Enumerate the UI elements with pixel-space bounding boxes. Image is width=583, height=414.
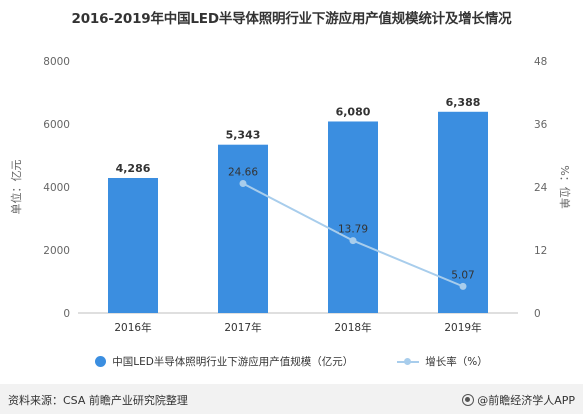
growth-point <box>239 180 247 188</box>
y-tick-label: 0 <box>63 308 70 320</box>
growth-value-label: 13.79 <box>338 224 368 236</box>
chart-title: 2016-2019年中国LED半导体照明行业下游应用产值规模统计及增长情况 <box>71 11 512 27</box>
y2-tick-label: 24 <box>534 182 548 194</box>
growth-point <box>349 237 357 245</box>
y2-tick-label: 36 <box>534 119 548 131</box>
footer-bar: 资料来源：CSA 前瞻产业研究院整理 @前瞻经济学人APP <box>0 384 583 414</box>
bar <box>328 121 378 313</box>
legend-bar-swatch <box>95 355 107 367</box>
chart-legend: 中国LED半导体照明行业下游应用产值规模（亿元） 增长率（%） <box>0 352 583 370</box>
legend-item-output: 中国LED半导体照明行业下游应用产值规模（亿元） <box>95 354 353 369</box>
bar-value-label: 5,343 <box>226 129 261 142</box>
y2-tick-label: 0 <box>534 308 541 320</box>
source-note: 资料来源：CSA 前瞻产业研究院整理 <box>8 394 188 407</box>
legend-line-swatch <box>397 356 420 367</box>
legend-label-growth: 增长率（%） <box>425 355 488 368</box>
y-axis-title: 单位：亿元 <box>9 160 23 215</box>
growth-point <box>459 282 467 290</box>
bar <box>438 111 488 313</box>
y-tick-label: 6000 <box>43 119 70 131</box>
y2-tick-label: 12 <box>534 245 547 257</box>
legend-item-growth: 增长率（%） <box>397 354 488 369</box>
y-tick-label: 4000 <box>43 182 70 194</box>
growth-value-label: 24.66 <box>228 167 258 179</box>
x-tick-label: 2016年 <box>114 321 151 334</box>
y2-axis-title: %：位单 <box>558 165 572 208</box>
brand-credit: @前瞻经济学人APP <box>462 392 575 408</box>
y-tick-label: 8000 <box>43 56 70 68</box>
brand-label: @前瞻经济学人APP <box>477 394 575 407</box>
x-tick-label: 2018年 <box>334 321 371 334</box>
growth-value-label: 5.07 <box>451 269 474 281</box>
x-tick-label: 2019年 <box>444 321 481 334</box>
y2-tick-label: 48 <box>534 56 547 68</box>
bar <box>108 177 158 313</box>
bar-value-label: 6,388 <box>446 96 481 109</box>
bar-value-label: 4,286 <box>116 162 151 175</box>
x-tick-label: 2017年 <box>224 321 261 334</box>
y-tick-label: 2000 <box>43 245 70 257</box>
chart-plot: 0 2000 4000 6000 8000 0 12 24 36 48 单位：亿元 %：位单 2016年… <box>9 56 572 334</box>
bar-value-label: 6,080 <box>336 105 371 118</box>
legend-label-output: 中国LED半导体照明行业下游应用产值规模（亿元） <box>112 355 354 368</box>
bar <box>218 144 268 313</box>
brand-logo-icon <box>462 394 475 406</box>
